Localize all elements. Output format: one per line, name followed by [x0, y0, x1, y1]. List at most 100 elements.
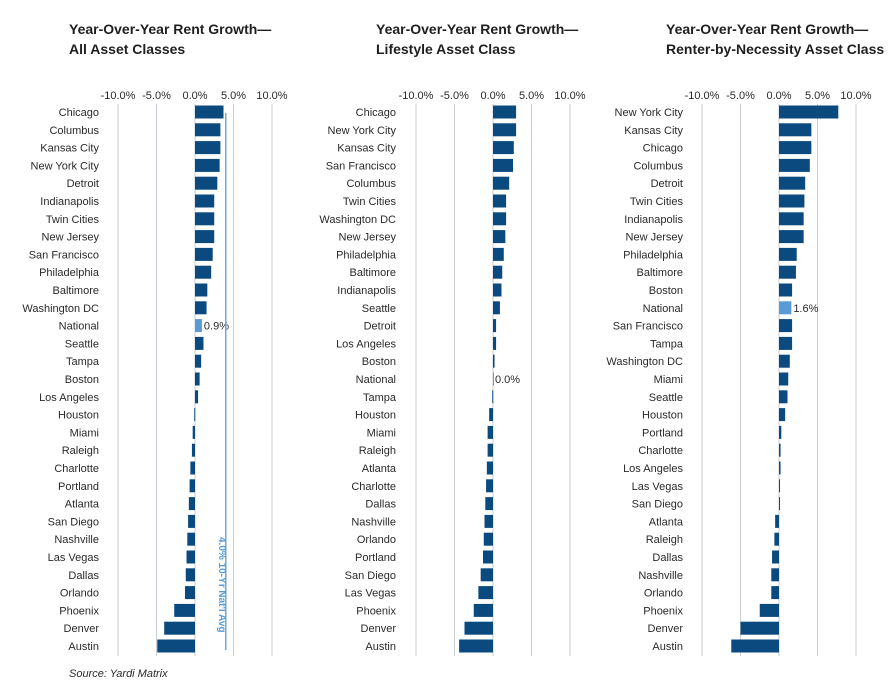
category-label-detroit: Detroit [651, 178, 683, 190]
bar-kansas-city [779, 123, 812, 137]
category-label-miami: Miami [367, 427, 396, 439]
source-note: Source: Yardi Matrix [69, 668, 168, 680]
chart-3-title-line-2: Renter-by-Necessity Asset Class [666, 41, 884, 57]
category-label-seattle: Seattle [362, 303, 396, 315]
category-label-boston: Boston [362, 356, 396, 368]
category-label-austin: Austin [68, 641, 99, 653]
category-label-los-angeles: Los Angeles [336, 338, 396, 350]
bar-atlanta [486, 461, 493, 475]
category-label-san-francisco: San Francisco [326, 160, 396, 172]
bar-national [195, 319, 202, 333]
bar-baltimore [493, 265, 503, 279]
bar-new-jersey [779, 230, 804, 244]
bar-philadelphia [779, 247, 797, 261]
category-label-nashville: Nashville [638, 570, 683, 582]
category-label-kansas-city: Kansas City [337, 143, 396, 155]
category-label-los-angeles: Los Angeles [623, 463, 683, 475]
bar-national [493, 372, 494, 386]
bar-tampa [492, 390, 494, 404]
bar-las-vegas [478, 586, 493, 600]
category-label-las-vegas: Las Vegas [632, 481, 684, 493]
bar-los-angeles [195, 390, 199, 404]
bar-indianapolis [493, 283, 502, 297]
bar-miami [192, 425, 195, 439]
bar-charlotte [779, 443, 781, 457]
chart-1-title-line-2: All Asset Classes [69, 41, 185, 57]
category-label-tampa: Tampa [363, 392, 397, 404]
bar-new-jersey [195, 230, 215, 244]
bar-san-francisco [779, 319, 793, 333]
category-label-columbus: Columbus [49, 125, 99, 137]
category-label-denver: Denver [64, 623, 100, 635]
bar-los-angeles [493, 336, 497, 350]
category-label-baltimore: Baltimore [637, 267, 683, 279]
tick-label-0-0: 0.0% [766, 90, 791, 102]
bar-phoenix [759, 603, 779, 617]
tick-label-5-0: -5.0% [440, 90, 469, 102]
category-label-san-diego: San Diego [345, 570, 396, 582]
bar-austin [459, 639, 493, 653]
category-label-chicago: Chicago [59, 107, 99, 119]
bar-philadelphia [195, 265, 212, 279]
category-label-kansas-city: Kansas City [624, 125, 683, 137]
bar-detroit [195, 176, 218, 190]
bar-denver [464, 621, 493, 635]
chart-3: Year-Over-Year Rent Growth— Renter-by-Nec… [606, 21, 884, 656]
category-label-tampa: Tampa [66, 356, 100, 368]
bar-houston [489, 408, 493, 422]
tick-label-10-0: -10.0% [399, 90, 434, 102]
bar-indianapolis [195, 194, 215, 208]
category-label-columbus: Columbus [633, 160, 683, 172]
category-label-phoenix: Phoenix [356, 605, 396, 617]
bar-portland [482, 550, 493, 564]
bar-portland [189, 479, 195, 493]
bar-baltimore [195, 283, 208, 297]
bar-san-diego [480, 568, 493, 582]
category-label-portland: Portland [642, 427, 683, 439]
category-label-miami: Miami [70, 427, 99, 439]
tick-label-5-0: -5.0% [142, 90, 171, 102]
category-label-las-vegas: Las Vegas [345, 588, 397, 600]
category-label-washington-dc: Washington DC [606, 356, 683, 368]
category-label-austin: Austin [365, 641, 396, 653]
data-label-national: 0.0% [495, 374, 520, 386]
bar-boston [195, 372, 200, 386]
tick-label-5-0: -5.0% [726, 90, 755, 102]
category-label-washington-dc: Washington DC [319, 214, 396, 226]
bar-raleigh [191, 443, 195, 457]
tick-label-0-0: 0.0% [480, 90, 505, 102]
bar-national [779, 301, 792, 315]
category-label-boston: Boston [65, 374, 99, 386]
bar-austin [157, 639, 195, 653]
category-label-phoenix: Phoenix [643, 605, 683, 617]
category-label-new-york-city: New York City [328, 125, 397, 137]
category-label-indianapolis: Indianapolis [337, 285, 396, 297]
bar-denver [740, 621, 779, 635]
bar-indianapolis [779, 212, 804, 226]
tick-label-10-0: 10.0% [256, 90, 287, 102]
category-label-san-francisco: San Francisco [29, 249, 99, 261]
category-label-chicago: Chicago [643, 143, 683, 155]
bar-atlanta [775, 514, 779, 528]
data-label-national: 0.9% [204, 321, 229, 333]
bar-boston [493, 354, 495, 368]
bar-austin [731, 639, 779, 653]
category-label-atlanta: Atlanta [65, 499, 100, 511]
category-label-dallas: Dallas [365, 499, 396, 511]
bar-kansas-city [493, 141, 514, 155]
category-label-raleigh: Raleigh [646, 534, 683, 546]
category-label-seattle: Seattle [649, 392, 683, 404]
category-label-baltimore: Baltimore [350, 267, 396, 279]
bar-raleigh [487, 443, 493, 457]
bar-dallas [485, 497, 493, 511]
category-label-miami: Miami [654, 374, 683, 386]
category-label-dallas: Dallas [652, 552, 683, 564]
bar-washington-dc [493, 212, 507, 226]
category-label-denver: Denver [648, 623, 684, 635]
bar-charlotte [190, 461, 195, 475]
category-label-portland: Portland [58, 481, 99, 493]
category-label-charlotte: Charlotte [351, 481, 396, 493]
bar-miami [779, 372, 789, 386]
category-label-new-york-city: New York City [615, 107, 684, 119]
tick-label-5-0: 5.0% [519, 90, 544, 102]
